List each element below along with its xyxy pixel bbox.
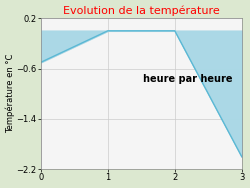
Text: heure par heure: heure par heure bbox=[143, 74, 232, 84]
Title: Evolution de la température: Evolution de la température bbox=[63, 6, 220, 16]
Y-axis label: Température en °C: Température en °C bbox=[6, 54, 15, 133]
